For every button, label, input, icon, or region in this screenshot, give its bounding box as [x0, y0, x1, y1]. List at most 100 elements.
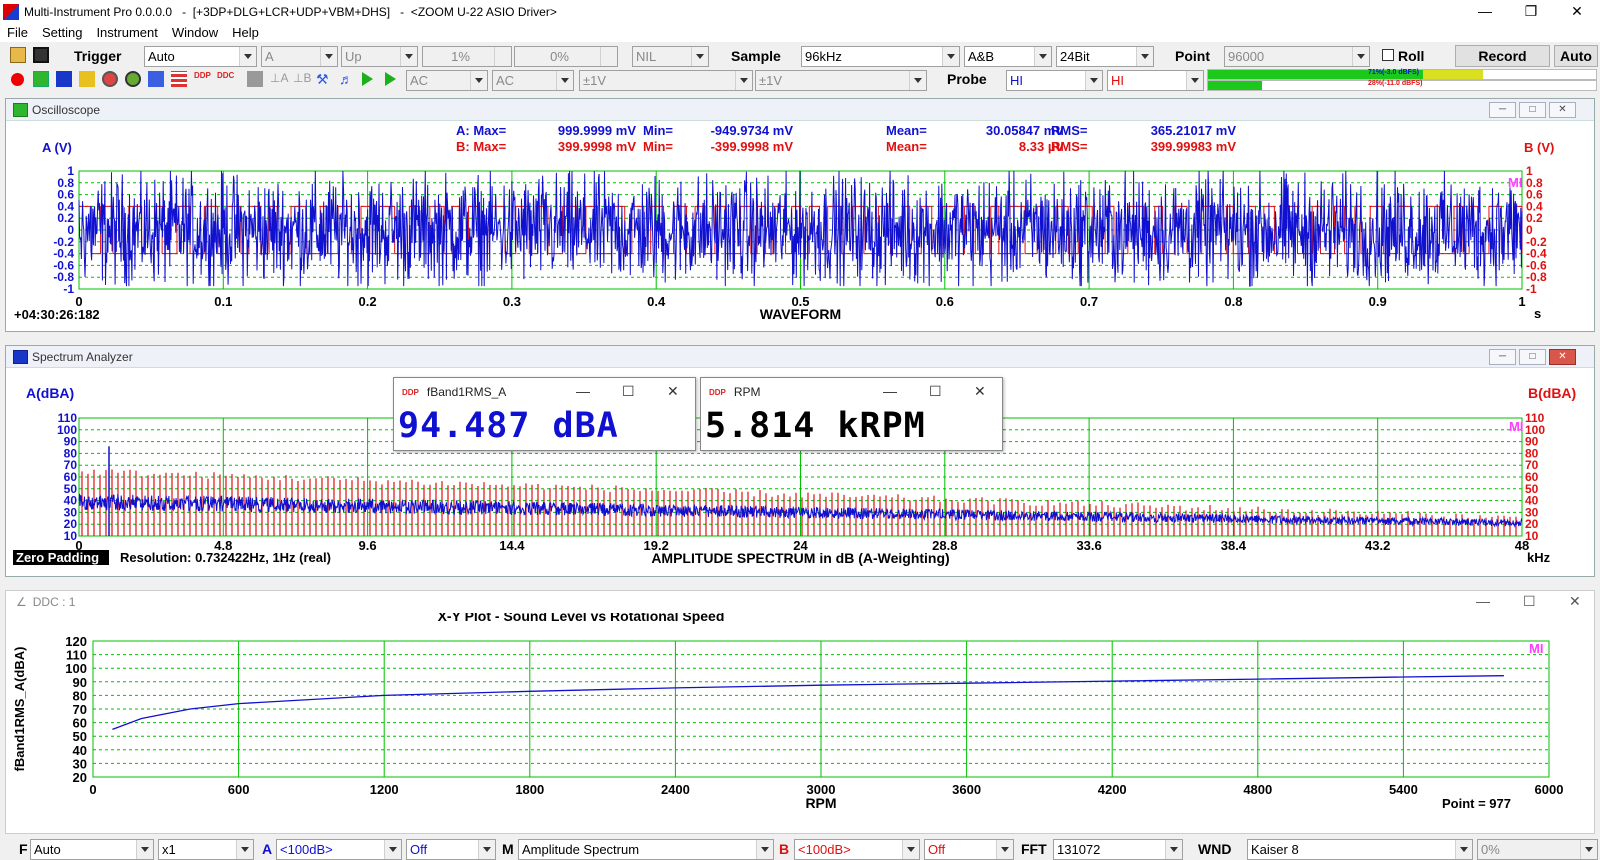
dut-icon[interactable]: [148, 71, 164, 87]
ddc-close-button[interactable]: ✕: [1569, 593, 1581, 609]
osc-xtick: 0.1: [214, 294, 232, 309]
channel-mode-select[interactable]: A&B: [964, 46, 1052, 67]
phase-icon[interactable]: [79, 71, 95, 87]
a-off-select[interactable]: Off: [406, 839, 496, 860]
spectrum-icon[interactable]: [56, 71, 72, 87]
save-icon[interactable]: [33, 47, 49, 63]
roll-checkbox[interactable]: [1382, 49, 1394, 61]
oscilloscope-icon[interactable]: [33, 71, 49, 87]
osc-a-ytick: 0.6: [57, 188, 74, 202]
b-bar-icon[interactable]: ⊥B: [293, 71, 312, 85]
spec-restore-button[interactable]: □: [1519, 349, 1546, 365]
fband-maximize-button[interactable]: ☐: [622, 383, 635, 399]
menu-setting[interactable]: Setting: [41, 25, 83, 40]
overlap-select[interactable]: 0%: [1477, 839, 1598, 860]
ddc-icon: ∠: [16, 595, 27, 609]
calibrate-icon[interactable]: [247, 71, 263, 87]
spec-a-ytick: 90: [64, 435, 78, 449]
spec-minimize-button[interactable]: ─: [1489, 349, 1516, 365]
osc-b-ytick: -1: [1526, 282, 1537, 296]
spec-b-ytick: 60: [1525, 470, 1539, 484]
record-dot-icon[interactable]: [11, 73, 24, 86]
menu-instrument[interactable]: Instrument: [96, 25, 158, 40]
probe-label: Probe: [947, 71, 987, 87]
coupling-b-select[interactable]: AC: [492, 70, 574, 91]
trigger-edge-select[interactable]: Up: [341, 46, 418, 67]
osc-b-stat-mean_l: Mean=: [886, 139, 927, 154]
minimize-button[interactable]: —: [1478, 3, 1492, 19]
osc-xtick: 0: [75, 294, 82, 309]
rpm-display-window[interactable]: DDP RPM — ☐ ✕ 5.814 kRPM: [700, 377, 1003, 451]
window-function-select[interactable]: Kaiser 8: [1247, 839, 1473, 860]
osc-restore-button[interactable]: □: [1519, 102, 1546, 118]
generator-icon[interactable]: [102, 71, 118, 87]
range-a-select[interactable]: ±1V: [579, 70, 753, 91]
ddc-icon[interactable]: DDC: [217, 71, 235, 80]
ddc-title: DDC : 1: [32, 595, 76, 609]
a-range-select[interactable]: <100dB>: [276, 839, 402, 860]
oscilloscope-chart[interactable]: A (V) B (V) A: Max= 999.9999 mV Min= -949.973…: [6, 121, 1594, 331]
auto-button[interactable]: Auto: [1554, 45, 1598, 67]
fft-size-select[interactable]: 131072: [1053, 839, 1183, 860]
b-off-select[interactable]: Off: [924, 839, 1014, 860]
range-b-select[interactable]: ±1V: [755, 70, 927, 91]
xy-plot-chart[interactable]: X-Y Plot - Sound Level vs Rotational Spe…: [6, 613, 1594, 833]
toolbar-acquisition: Trigger Auto A Up 1% 0% NIL Sample 96kHz…: [0, 44, 1600, 68]
spec-b-ytick: 100: [1525, 423, 1545, 437]
probe-b-select[interactable]: HI: [1107, 70, 1204, 91]
rpm-close-button[interactable]: ✕: [974, 383, 986, 399]
f-mode-select[interactable]: Auto: [30, 839, 154, 860]
start-icon[interactable]: [362, 72, 373, 86]
ddc-minimize-button[interactable]: —: [1476, 593, 1490, 609]
xy-ytick: 50: [73, 729, 87, 744]
toolbar-instruments: DDP DDC ⊥A ⊥B ⚒ ♬ AC AC ±1V ±1V Probe HI…: [0, 68, 1600, 92]
sample-rate-select[interactable]: 96kHz: [801, 46, 960, 67]
speaker-icon[interactable]: ♬: [339, 71, 353, 87]
fband-display-window[interactable]: DDP fBand1RMS_A — ☐ ✕ 94.487 dBA: [393, 377, 696, 451]
points-select[interactable]: 96000: [1224, 46, 1370, 67]
xy-xtick: 3600: [952, 782, 981, 797]
b-range-select[interactable]: <100dB>: [794, 839, 920, 860]
rpm-maximize-button[interactable]: ☐: [929, 383, 942, 399]
menu-help[interactable]: Help: [232, 25, 259, 40]
osc-minimize-button[interactable]: ─: [1489, 102, 1516, 118]
multiplier-select[interactable]: x1: [158, 839, 254, 860]
osc-b-ytick: 0: [1526, 223, 1533, 237]
level-meter-a-fill: [1208, 70, 1423, 79]
start-once-icon[interactable]: [385, 72, 396, 86]
maximize-button[interactable]: ❐: [1524, 3, 1538, 19]
spec-close-button[interactable]: ✕: [1549, 349, 1576, 365]
rpm-minimize-button[interactable]: —: [883, 383, 897, 399]
meter-icon[interactable]: [125, 71, 141, 87]
close-button[interactable]: ✕: [1571, 3, 1583, 19]
fft-label: FFT: [1021, 841, 1047, 857]
bit-depth-select[interactable]: 24Bit: [1056, 46, 1154, 67]
osc-close-button[interactable]: ✕: [1549, 102, 1576, 118]
trigger-channel-select[interactable]: A: [261, 46, 338, 67]
menu-file[interactable]: File: [7, 25, 28, 40]
probe-a-select[interactable]: HI: [1006, 70, 1103, 91]
fband-close-button[interactable]: ✕: [667, 383, 679, 399]
osc-timestamp: +04:30:26:182: [14, 307, 100, 322]
osc-xtick: 0.5: [791, 294, 809, 309]
fband-minimize-button[interactable]: —: [576, 383, 590, 399]
trigger-level-spinner[interactable]: 1%: [422, 46, 512, 67]
menu-window[interactable]: Window: [171, 25, 219, 40]
osc-a-stat-rms_l: RMS=: [1051, 123, 1088, 138]
a-bar-icon[interactable]: ⊥A: [270, 71, 289, 85]
ddp-icon[interactable]: DDP: [194, 71, 211, 80]
record-button[interactable]: Record: [1455, 45, 1550, 67]
open-folder-icon[interactable]: [10, 47, 26, 63]
waterfall-icon[interactable]: [171, 71, 187, 87]
trigger-mode-select[interactable]: Auto: [144, 46, 257, 67]
osc-xunit: s: [1534, 306, 1541, 321]
spec-a-ytick: 40: [64, 494, 78, 508]
coupling-a-select[interactable]: AC: [406, 70, 488, 91]
nil-select[interactable]: NIL: [632, 46, 709, 67]
trigger-delay-spinner[interactable]: 0%: [514, 46, 618, 67]
m-mode-select[interactable]: Amplitude Spectrum: [518, 839, 774, 860]
ddc-maximize-button[interactable]: ☐: [1523, 593, 1536, 609]
tools-icon[interactable]: ⚒: [316, 71, 329, 87]
xy-ytick: 120: [65, 634, 87, 649]
